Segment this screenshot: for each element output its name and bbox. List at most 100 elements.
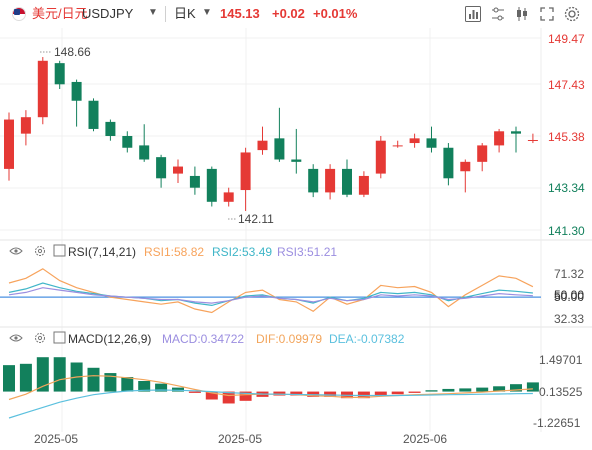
- macd-bar: [239, 391, 252, 401]
- price-tick: 147.43: [548, 78, 585, 92]
- price-change-pct: +0.01%: [313, 6, 358, 21]
- candle: [443, 143, 454, 186]
- macd-bar: [493, 386, 506, 392]
- indicator-icon[interactable]: [464, 5, 482, 23]
- rsi-tick: 71.32: [554, 267, 584, 281]
- macd-title: MACD(12,26,9): [68, 332, 151, 346]
- macd-tick: 0.13525: [539, 385, 583, 399]
- rsi-y-axis: 71.32 50.00 50.00 32.33: [554, 267, 584, 326]
- candle-body: [156, 157, 167, 179]
- macd-bar: [36, 357, 49, 392]
- candle-body: [173, 166, 183, 174]
- x-tick: 2025-05: [34, 432, 78, 446]
- x-axis: 2025-05 2025-05 2025-06: [34, 432, 447, 446]
- macd-bar: [222, 391, 235, 404]
- price-change: +0.02: [272, 6, 305, 21]
- price-tick: 143.34: [548, 181, 585, 195]
- candle-body: [206, 168, 217, 202]
- candle: [460, 159, 471, 193]
- candle: [20, 110, 31, 146]
- candle-body: [375, 140, 386, 174]
- macd-bar: [425, 390, 438, 392]
- candle-body: [443, 147, 454, 179]
- candle: [240, 147, 251, 211]
- symbol-dropdown-icon[interactable]: ▼: [148, 7, 158, 18]
- candle: [325, 164, 336, 200]
- rsi-legend: RSI(7,14,21) RSI1:58.82 RSI2:53.49 RSI3:…: [9, 244, 337, 259]
- candle: [494, 128, 505, 153]
- rsi-tick: 50.00: [554, 290, 584, 304]
- header-divider: [165, 6, 166, 22]
- candle-body: [460, 161, 471, 172]
- dea-value: DEA:-0.07382: [329, 332, 405, 346]
- candle-body: [477, 145, 488, 162]
- candle-body: [4, 119, 14, 169]
- macd-bar: [442, 388, 455, 392]
- macd-bar: [138, 381, 151, 392]
- adjust-icon[interactable]: [489, 5, 507, 23]
- gear-icon[interactable]: [35, 246, 45, 256]
- candle-body: [358, 175, 369, 195]
- rsi-tick: 32.33: [554, 312, 584, 326]
- macd-value: MACD:0.34722: [162, 332, 244, 346]
- candle: [477, 143, 488, 172]
- candle-body: [88, 100, 99, 129]
- eye-icon[interactable]: [9, 247, 23, 255]
- gear-icon[interactable]: [35, 333, 45, 343]
- indicator-box-icon[interactable]: [53, 331, 66, 344]
- candle: [173, 159, 183, 183]
- candle: [342, 159, 352, 198]
- candle: [257, 126, 268, 155]
- candle-body: [274, 138, 285, 160]
- candle-body: [308, 168, 319, 193]
- timeframe-dropdown-icon[interactable]: ▼: [202, 7, 212, 18]
- macd-bar: [408, 391, 421, 393]
- macd-tick: 1.49701: [539, 353, 583, 367]
- candle: [409, 133, 420, 148]
- macd-y-axis: 1.49701 0.13525 -1.22651: [533, 353, 583, 430]
- indicator-box-icon[interactable]: [53, 244, 66, 257]
- macd-bar: [172, 387, 184, 392]
- macd-layer: [3, 357, 539, 419]
- candle-body: [139, 145, 150, 160]
- eye-icon[interactable]: [9, 334, 23, 342]
- macd-bar: [357, 391, 370, 399]
- candle-body: [325, 168, 336, 193]
- expand-icon[interactable]: [538, 5, 556, 23]
- timeframe-selector[interactable]: 日K: [174, 6, 196, 21]
- macd-legend: MACD(12,26,9) MACD:0.34722 DIF:0.09979 D…: [9, 331, 405, 346]
- candle: [392, 140, 403, 148]
- pair-symbol[interactable]: USDJPY: [82, 6, 134, 21]
- macd-bar: [19, 363, 32, 392]
- rsi-lines-layer: [0, 268, 541, 314]
- pair-name[interactable]: 美元/日元: [32, 6, 88, 21]
- rsi-title: RSI(7,14,21): [68, 245, 136, 259]
- candle: [274, 107, 285, 162]
- candle: [291, 128, 302, 174]
- candle-body: [37, 60, 48, 118]
- price-tick: 149.47: [548, 32, 585, 46]
- candle: [139, 124, 150, 162]
- candle: [54, 60, 65, 89]
- low-label: 142.11: [238, 212, 274, 226]
- candle-style-icon[interactable]: [513, 5, 531, 23]
- candle-body: [342, 168, 352, 195]
- price-tick: 145.38: [548, 130, 585, 144]
- settings-icon[interactable]: [563, 5, 581, 23]
- candle-body: [122, 135, 133, 148]
- macd-bar: [510, 384, 522, 392]
- candle: [122, 131, 133, 153]
- candle: [308, 164, 319, 198]
- macd-bar: [273, 391, 286, 396]
- candle-body: [54, 63, 65, 85]
- last-price: 145.13: [220, 6, 260, 21]
- candle-body: [426, 138, 437, 148]
- macd-bar: [104, 373, 117, 392]
- candles-layer: [4, 57, 538, 211]
- candle: [189, 166, 200, 195]
- candle-body: [71, 81, 82, 101]
- macd-bar: [87, 367, 100, 392]
- candle-body: [291, 159, 302, 162]
- macd-bar: [391, 391, 404, 395]
